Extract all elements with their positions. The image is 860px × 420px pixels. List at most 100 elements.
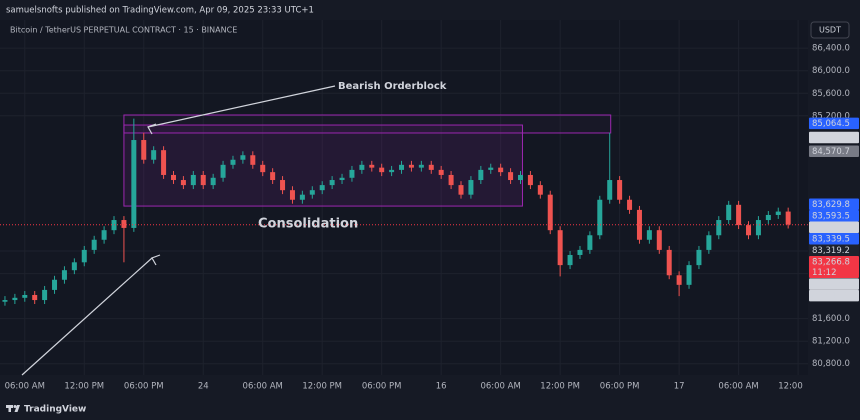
grid <box>0 20 808 375</box>
x-tick-label: 12:00 PM <box>64 382 104 392</box>
price-label-box <box>809 278 859 290</box>
arrow-head <box>151 254 161 266</box>
candle-body <box>250 155 256 165</box>
price-label: 83,401.4 <box>812 223 850 233</box>
candle-body <box>399 164 405 170</box>
y-tick-label: 81,200.0 <box>812 337 850 347</box>
candle-body <box>468 180 474 195</box>
candle-body <box>329 180 335 186</box>
symbol-title: Bitcoin / TetherUS PERPETUAL CONTRACT · … <box>10 26 237 35</box>
candle-body <box>121 220 127 228</box>
candle-body <box>379 167 385 173</box>
candle-body <box>71 262 77 271</box>
x-tick-label: 12:00 PM <box>540 382 580 392</box>
candle-body <box>755 220 761 236</box>
zone-box <box>123 114 612 134</box>
candle-body <box>587 235 593 250</box>
price-label-box <box>809 221 859 234</box>
candle-body <box>527 174 533 186</box>
x-tick-label: 12:00 PM <box>778 382 818 392</box>
candle-body <box>785 211 791 225</box>
price-label: 83,593.5 <box>812 211 850 221</box>
price-axis-bg <box>808 20 860 375</box>
candle-body <box>32 294 38 301</box>
x-tick-label: 06:00 AM <box>243 382 283 392</box>
time-axis: 06:00 AM 12:00 PM 06:00 PM 24 06:00 AM 12:00 … <box>5 382 818 392</box>
tv-logo <box>6 405 20 412</box>
candle-body <box>686 265 692 285</box>
price-axis: 80,800.081,200.081,600.082,400.082,800.0… <box>808 20 860 375</box>
candle-body <box>12 297 18 301</box>
currency[interactable]: USDT <box>819 26 841 35</box>
currency-button[interactable] <box>810 21 850 39</box>
candle-body <box>478 169 484 181</box>
price-label: 82,047.1 <box>812 291 850 301</box>
candle-body <box>42 289 48 301</box>
candle-body <box>359 164 365 170</box>
candle-body <box>180 180 186 186</box>
candle-body <box>607 180 613 200</box>
price-label: 82,213.8 <box>812 280 850 290</box>
candle-body <box>726 204 732 221</box>
candle-body <box>81 249 87 263</box>
footer-brand: TradingView <box>24 405 86 415</box>
publisher: samuelsnofts published on TradingView.co… <box>6 6 314 16</box>
candle-body <box>170 174 176 181</box>
x-tick-label: 06:00 AM <box>718 382 758 392</box>
price-label: 85,064.5 <box>812 119 850 129</box>
candle-body <box>775 211 781 215</box>
candle-body <box>537 185 543 195</box>
plot <box>0 114 808 306</box>
candle-body <box>656 230 662 250</box>
candle-body <box>418 164 424 168</box>
candle-body <box>458 185 464 195</box>
price-label: 83,319.2 <box>812 246 850 256</box>
candle-body <box>91 239 97 250</box>
candle-body <box>617 180 623 200</box>
candle-body <box>309 190 315 195</box>
candle-body <box>597 199 603 236</box>
candle-body <box>567 254 573 266</box>
candle-body <box>200 174 206 186</box>
candle-body <box>52 279 58 290</box>
candle-body <box>408 164 414 168</box>
price-label-box <box>809 117 859 130</box>
candle-body <box>61 270 67 280</box>
price-label-box <box>809 145 859 158</box>
candle-body <box>706 235 712 250</box>
candle-body <box>557 230 563 266</box>
candle-body <box>498 167 504 173</box>
candle-body <box>428 164 434 170</box>
candle-body <box>666 249 672 276</box>
price-label-box <box>809 198 859 211</box>
candle-body <box>270 172 276 181</box>
price-label: 83,629.8 <box>812 200 850 210</box>
zone-box <box>123 124 523 207</box>
price-label-box <box>809 210 859 222</box>
annotation-arrow <box>147 85 336 128</box>
candle-body <box>131 140 137 228</box>
price-label: 84,814.6 <box>812 133 850 143</box>
annotation-arrow <box>21 257 153 376</box>
price-label-box <box>809 289 859 302</box>
candle-body <box>299 194 305 200</box>
x-tick-label: 24 <box>198 382 209 392</box>
candle-body <box>716 220 722 236</box>
annotation: Consolidation <box>258 217 358 232</box>
candle-body <box>765 214 771 221</box>
price-countdown: 11:12 <box>812 268 837 278</box>
candle-body <box>676 275 682 285</box>
y-tick-label: 86,400.0 <box>812 44 850 54</box>
candle-body <box>746 225 752 236</box>
x-tick-label: 12:00 PM <box>302 382 342 392</box>
candle-body <box>438 169 444 175</box>
y-tick-label: 85,200.0 <box>812 111 850 121</box>
candle-body <box>289 190 295 200</box>
price-label-box <box>809 233 859 245</box>
price-label-box <box>809 131 859 144</box>
y-tick-label: 81,600.0 <box>812 314 850 324</box>
candle-body <box>627 199 633 210</box>
price-label: 83,339.5 <box>812 234 850 244</box>
candle-body <box>2 300 8 302</box>
